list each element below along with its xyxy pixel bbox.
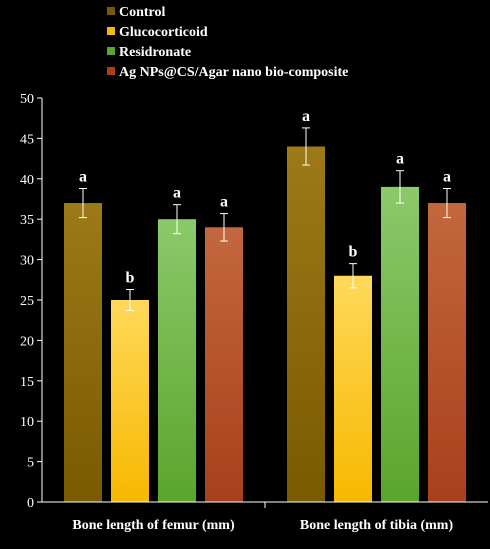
significance-letter-2-2: b [349,244,358,261]
significance-letter-2-1: a [302,108,310,125]
bars [64,146,466,503]
bar-2-3 [381,186,419,502]
bar-1-4 [205,227,243,502]
x-axis: Bone length of femur (mm) Bone length of … [42,501,488,533]
legend-label-3: Residronate [119,45,191,60]
legend-label-4: Ag NPs@CS/Agar nano bio-composite [119,65,348,80]
legend: Control Glucocorticoid Residronate Ag NPs@C… [107,5,348,80]
x-category-label-1: Bone length of femur (mm) [72,518,235,533]
y-tick-label: 10 [20,415,34,430]
error-bars [79,127,451,312]
significance-letter-1-2: b [126,269,135,286]
significance-letter-1-3: a [173,185,181,202]
significance-letter-2-4: a [443,168,451,185]
legend-swatch-2 [107,27,115,35]
bar-2-2 [334,275,372,502]
legend-swatch-3 [107,47,115,55]
y-tick-label: 5 [27,456,34,471]
legend-label-1: Control [119,5,166,20]
bar-1-1 [64,203,102,503]
y-tick-label: 15 [20,375,34,390]
significance-letter-1-4: a [220,194,228,211]
y-tick-label: 20 [20,334,34,349]
bar-2-1 [287,146,325,503]
bar-1-3 [158,219,196,502]
y-tick-label: 30 [20,254,34,269]
legend-swatch-1 [107,7,115,15]
bar-1-2 [111,300,149,502]
y-tick-label: 25 [20,294,34,309]
y-tick-label: 45 [20,132,34,147]
significance-letters: a b a a a b a a [79,108,451,287]
significance-letter-1-1: a [79,168,87,185]
bar-2-4 [428,203,466,503]
significance-letter-2-3: a [396,151,404,168]
legend-swatch-4 [107,67,115,75]
y-tick-label: 40 [20,173,34,188]
y-tick-label: 35 [20,213,34,228]
legend-label-2: Glucocorticoid [119,25,208,40]
y-tick-label: 50 [20,92,34,107]
y-axis: 0 5 10 15 20 25 30 35 40 45 50 [20,92,43,511]
y-tick-label: 0 [27,496,34,511]
x-category-label-2: Bone length of tibia (mm) [300,518,454,533]
